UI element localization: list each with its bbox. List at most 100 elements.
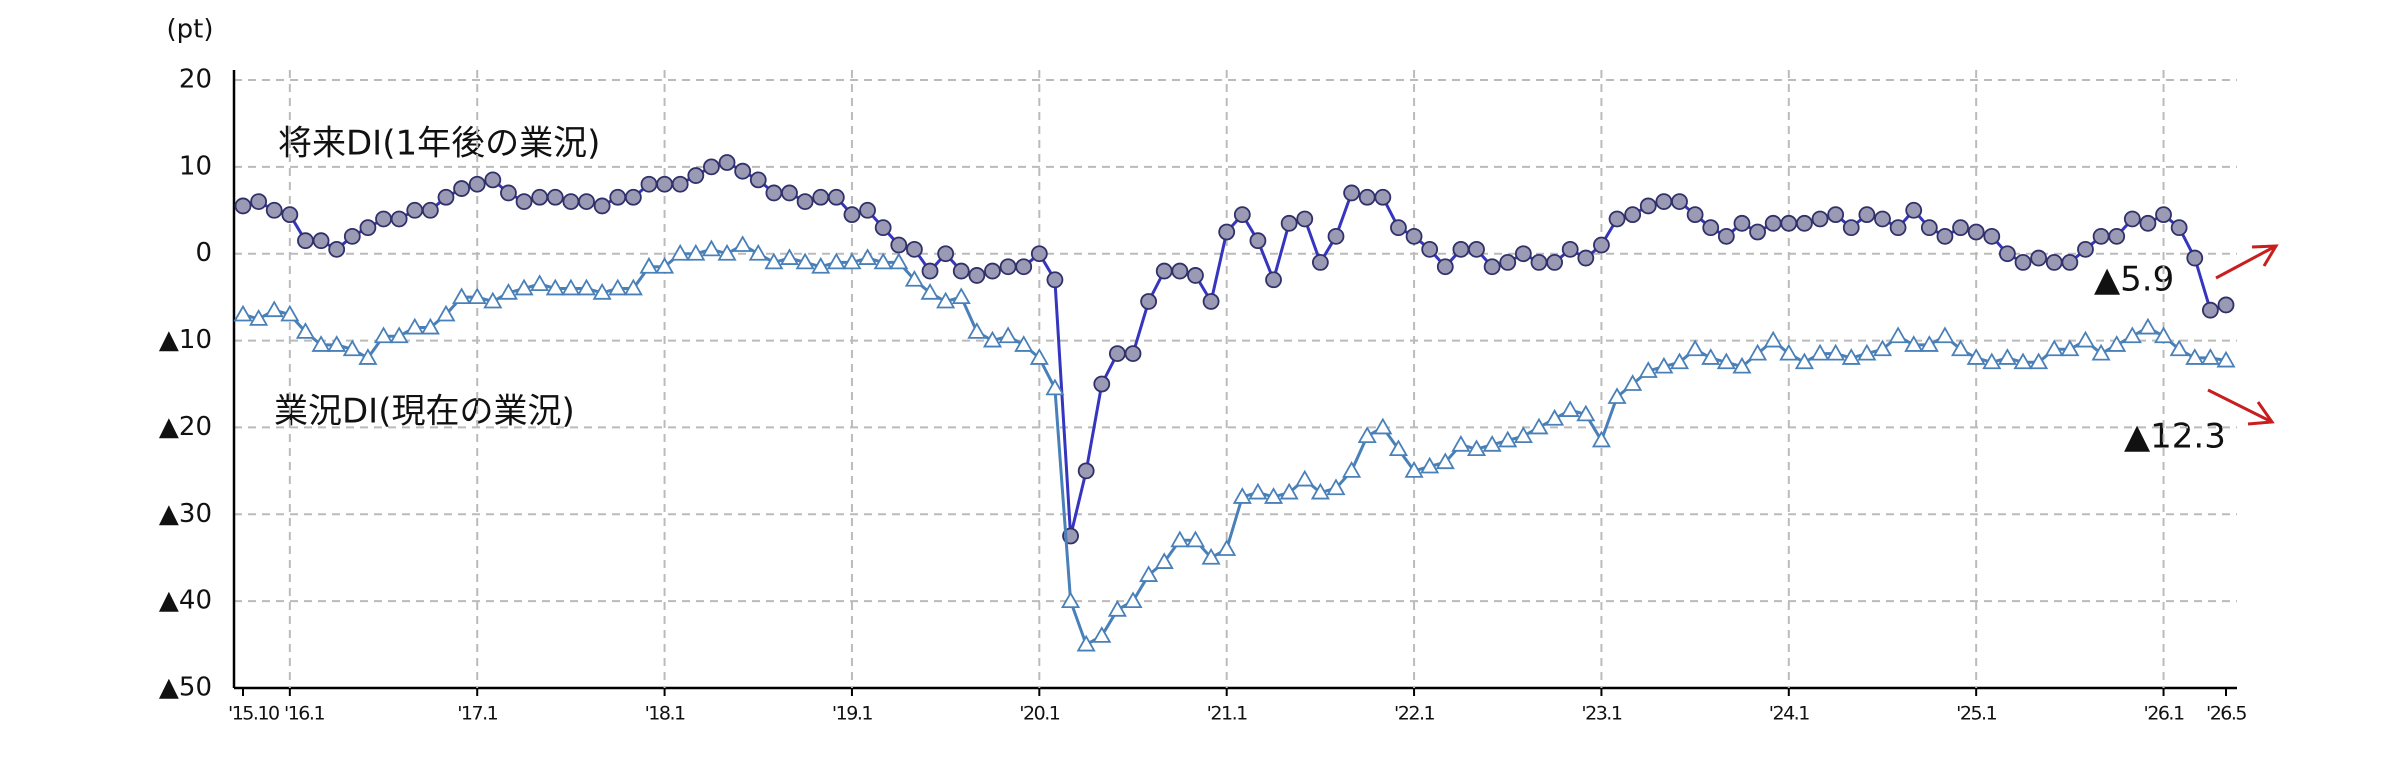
marker <box>2029 352 2049 370</box>
marker <box>467 287 487 305</box>
marker <box>764 252 784 270</box>
marker <box>1639 197 1657 215</box>
marker <box>1201 547 1221 565</box>
marker <box>1919 335 1939 352</box>
marker <box>779 248 800 265</box>
marker <box>1872 339 1893 357</box>
marker <box>1185 530 1206 548</box>
marker <box>671 175 689 193</box>
marker <box>2123 210 2141 228</box>
marker <box>1124 345 1142 363</box>
marker <box>1529 417 1549 435</box>
marker <box>1717 227 1735 245</box>
arrow-head <box>2251 244 2279 267</box>
marker <box>1139 565 1159 582</box>
marker <box>1405 227 1423 245</box>
marker <box>873 252 893 270</box>
x-tick-label: '15.10 <box>228 703 279 725</box>
marker <box>2107 335 2127 352</box>
series-line <box>242 243 2227 647</box>
marker <box>843 206 861 224</box>
arrow <box>2207 388 2271 423</box>
marker <box>1732 356 1752 374</box>
x-tick-label: '22.1 <box>1394 703 1434 725</box>
marker <box>1701 348 1721 365</box>
marker <box>2185 348 2205 365</box>
marker <box>874 219 892 237</box>
marker <box>1546 253 1563 271</box>
marker <box>1842 219 1860 237</box>
marker <box>1513 426 1533 444</box>
marker <box>1920 219 1938 237</box>
marker <box>920 282 940 300</box>
marker <box>1092 626 1112 643</box>
marker <box>733 235 753 252</box>
marker <box>1326 478 1346 496</box>
marker <box>1889 219 1907 237</box>
marker <box>421 201 439 219</box>
marker <box>1076 634 1096 652</box>
marker <box>623 278 643 296</box>
marker <box>1263 487 1284 504</box>
marker <box>545 278 565 296</box>
arrow <box>2215 245 2275 280</box>
marker <box>1655 193 1673 211</box>
marker <box>795 252 815 270</box>
marker <box>2013 352 2033 370</box>
marker <box>311 335 331 352</box>
marker <box>812 188 830 206</box>
marker <box>436 304 456 322</box>
marker <box>1560 400 1580 417</box>
marker <box>1779 343 1799 361</box>
marker <box>999 258 1017 276</box>
marker <box>748 243 768 261</box>
unit-label: (pt) <box>167 15 214 45</box>
marker <box>1794 352 1814 370</box>
marker <box>1202 293 1220 310</box>
marker <box>1373 417 1393 435</box>
marker <box>890 236 908 254</box>
marker <box>2201 301 2219 319</box>
marker <box>1187 267 1204 284</box>
marker <box>420 317 440 335</box>
marker <box>483 291 503 309</box>
marker <box>1233 206 1251 224</box>
x-tick-label: '16.1 <box>284 703 324 725</box>
x-tick-label: '25.1 <box>1956 703 1996 725</box>
marker <box>1327 227 1345 245</box>
marker <box>906 240 923 258</box>
marker <box>1388 439 1409 457</box>
marker <box>1107 600 1127 617</box>
marker <box>373 326 394 344</box>
marker <box>1030 245 1048 263</box>
marker <box>1780 214 1798 232</box>
marker <box>1421 240 1439 258</box>
marker <box>452 287 472 305</box>
marker <box>1468 240 1485 258</box>
marker <box>1357 426 1377 444</box>
annotation: ▲12.3 <box>2124 417 2226 457</box>
y-tick-label: 0 <box>195 238 212 268</box>
marker <box>765 184 783 202</box>
marker <box>1983 227 2001 245</box>
series-label: 将来DI(1年後の業況) <box>278 124 600 164</box>
marker <box>1796 214 1813 232</box>
marker <box>1857 343 1877 361</box>
marker <box>500 184 517 202</box>
marker <box>1966 348 1986 365</box>
marker <box>1935 326 1955 344</box>
marker <box>1810 343 1830 361</box>
marker <box>1436 258 1454 276</box>
marker <box>233 304 253 322</box>
marker <box>453 180 470 197</box>
marker <box>1093 375 1111 393</box>
marker <box>687 167 705 184</box>
marker <box>858 248 878 265</box>
marker <box>1561 240 1579 258</box>
marker <box>1686 206 1704 224</box>
marker <box>2169 339 2189 357</box>
marker <box>827 188 845 206</box>
marker <box>1108 345 1126 363</box>
marker <box>655 256 675 274</box>
marker <box>1420 456 1440 474</box>
